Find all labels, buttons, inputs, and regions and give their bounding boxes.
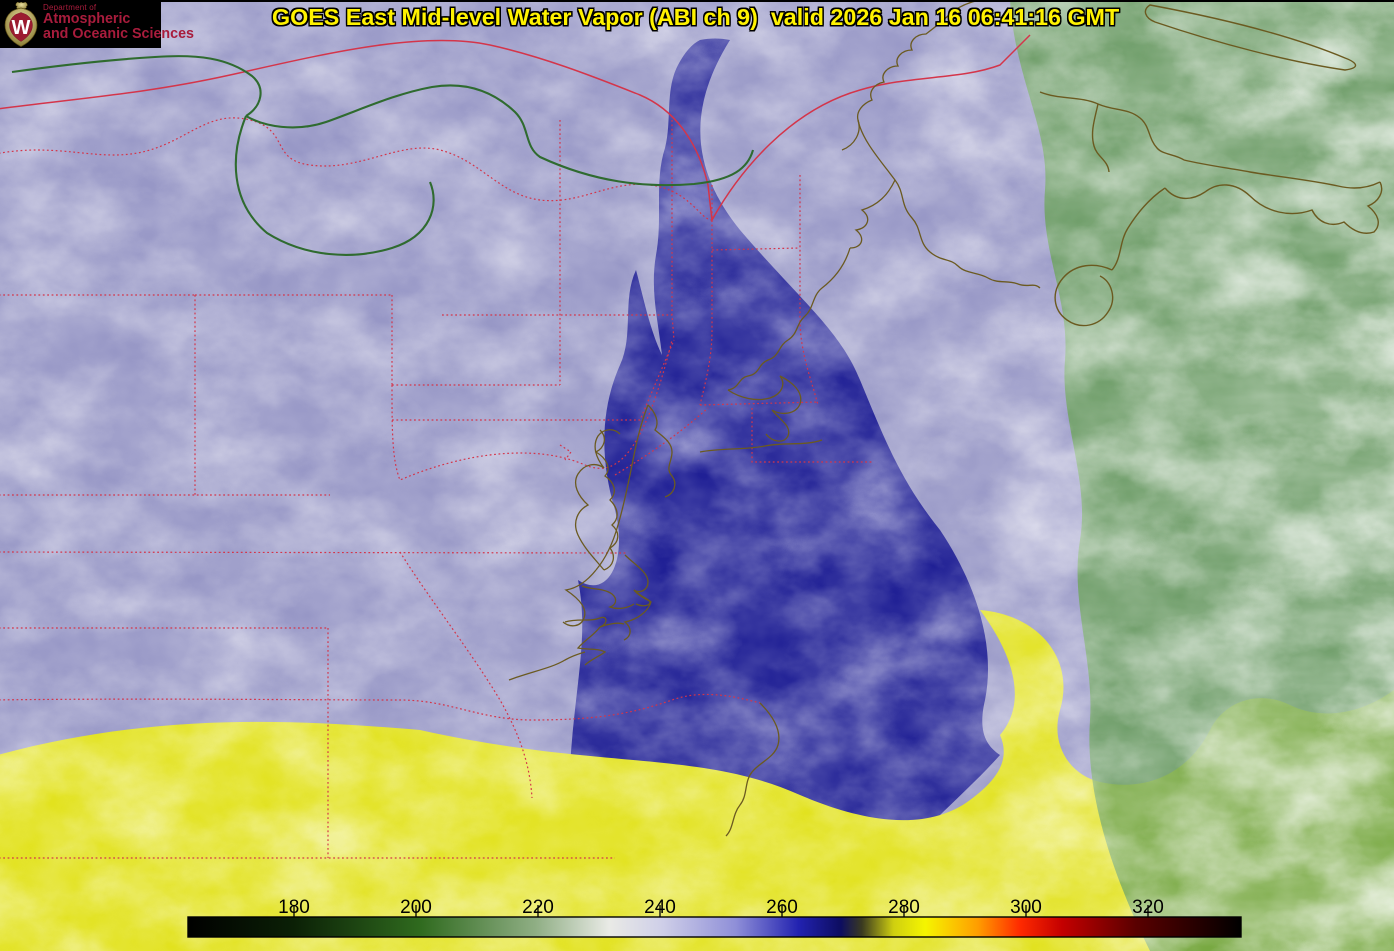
svg-text:W: W xyxy=(12,17,31,39)
